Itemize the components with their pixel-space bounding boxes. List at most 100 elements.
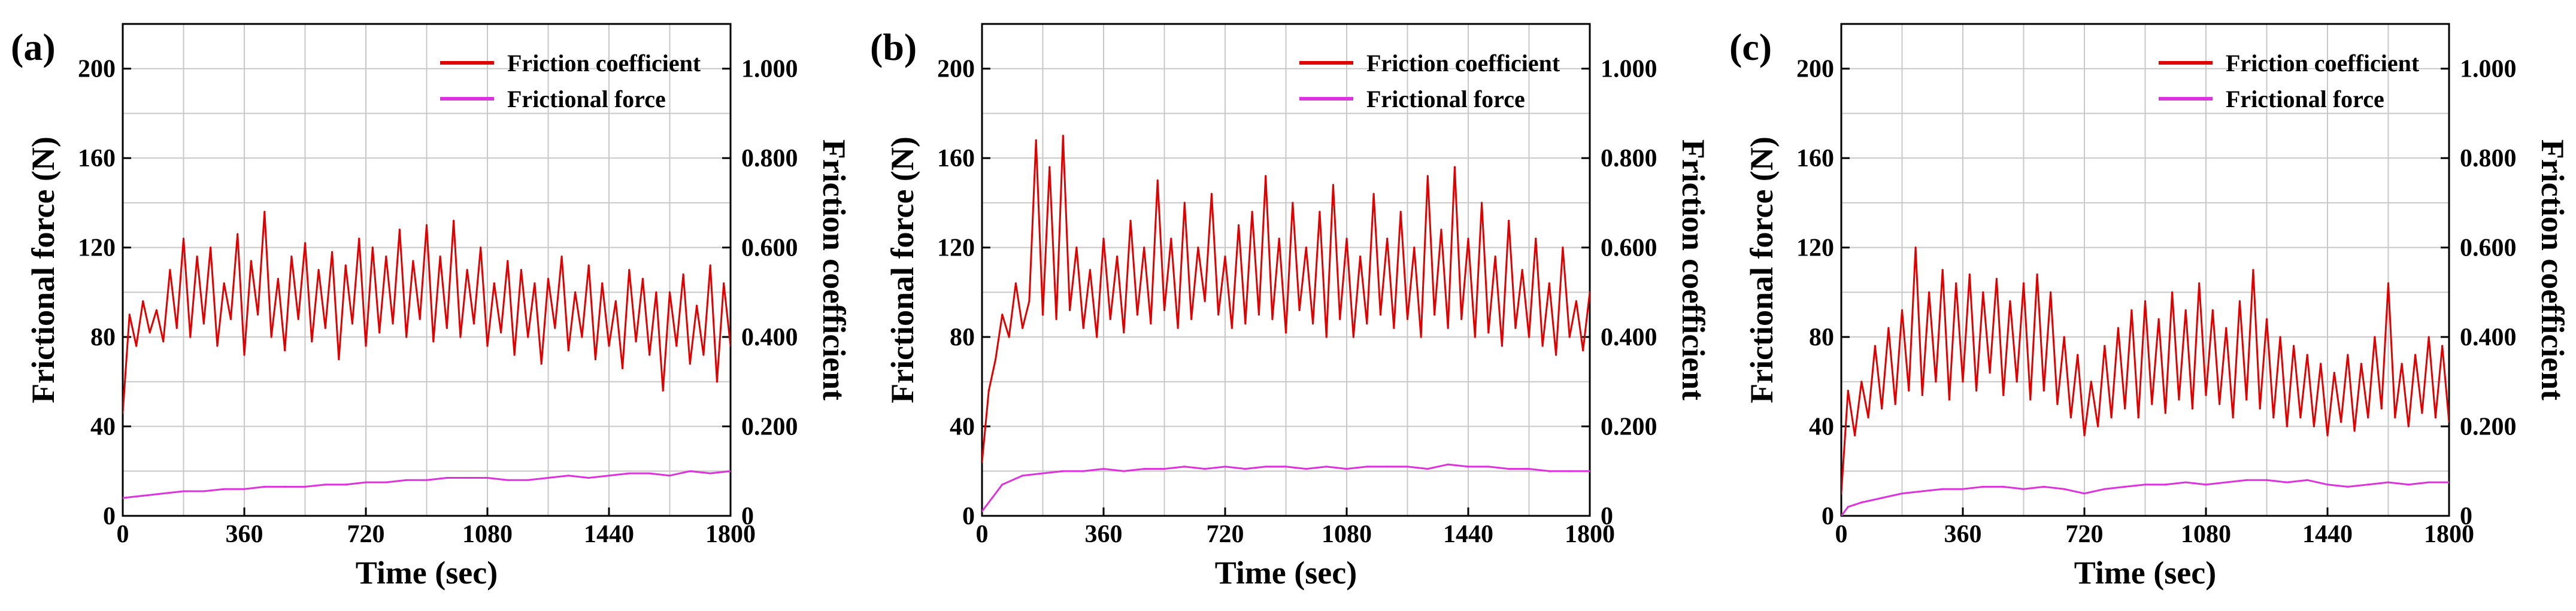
x-tick-label: 0: [1835, 521, 1848, 548]
friction-coefficient-point: [2387, 282, 2390, 284]
friction-coefficient-point: [995, 358, 997, 361]
frictional-force-point: [162, 493, 165, 495]
friction-coefficient-point: [1292, 202, 1294, 204]
friction-coefficient-point: [459, 336, 462, 338]
friction-coefficient-point: [2205, 394, 2207, 396]
friction-coefficient-point: [304, 242, 307, 244]
plot-frame: [981, 23, 1591, 517]
y2-tick-label: 0.400: [741, 324, 798, 351]
plot-frame: [122, 23, 732, 517]
y-tick-label: 120: [78, 235, 116, 262]
frictional-force-point: [1102, 467, 1105, 470]
friction-coefficient-point: [1995, 278, 1998, 280]
friction-coefficient-point: [1041, 314, 1044, 316]
friction-coefficient-point: [641, 278, 644, 280]
x-tick-label: 0: [117, 521, 129, 548]
frictional-force-point: [507, 479, 509, 481]
friction-coefficient-point: [344, 264, 347, 267]
friction-coefficient-point: [1955, 282, 1957, 284]
y-tick-label: 160: [1796, 145, 1834, 172]
friction-coefficient-point: [2232, 417, 2234, 419]
friction-coefficient-point: [2164, 412, 2166, 414]
friction-coefficient-point: [324, 327, 326, 329]
x-axis-title: Time (sec): [2074, 555, 2216, 591]
frictional-force-point: [486, 476, 489, 479]
frictional-force-point: [2326, 484, 2329, 486]
y2-tick-label: 1.000: [2460, 56, 2517, 83]
frictional-force-point: [1901, 493, 1904, 495]
friction-coefficient-point: [2340, 421, 2342, 423]
friction-coefficient-point: [2157, 318, 2160, 320]
friction-coefficient-point: [290, 256, 293, 258]
friction-coefficient-point: [2002, 394, 2005, 396]
y2-axis-title: Friction coefficient: [1675, 139, 1711, 400]
friction-coefficient-point: [439, 256, 441, 258]
y2-axis-title: Friction coefficient: [2535, 139, 2571, 400]
x-tick-label: 1440: [1443, 521, 1493, 548]
y2-tick-label: 1.000: [741, 56, 798, 83]
frictional-force-point: [1163, 467, 1166, 470]
friction-coefficient-point: [1312, 323, 1314, 325]
friction-coefficient-point: [331, 251, 334, 253]
y2-tick-label: 0.400: [1601, 324, 1657, 351]
friction-coefficient-point: [729, 345, 731, 347]
frictional-force-point: [608, 475, 610, 477]
x-tick-label: 1800: [1565, 521, 1615, 548]
friction-coefficient-point: [1914, 247, 1917, 249]
frictional-force-point: [2164, 484, 2166, 486]
friction-coefficient-point: [1345, 238, 1348, 240]
series-group: [123, 211, 731, 499]
frictional-force-point: [527, 479, 529, 481]
friction-coefficient-point: [1535, 238, 1537, 240]
friction-coefficient-point: [540, 363, 543, 365]
friction-coefficient-point: [1901, 309, 1904, 311]
y-tick-label: 120: [1796, 235, 1834, 262]
frictional-force-point: [1962, 488, 1964, 490]
friction-coefficient-point: [682, 273, 684, 276]
friction-coefficient-point: [2110, 417, 2113, 419]
frictional-force-point: [1224, 466, 1226, 468]
friction-coefficient-point: [135, 345, 138, 347]
friction-coefficient-point: [513, 354, 516, 356]
friction-coefficient-point: [2306, 354, 2308, 356]
frictional-force-point: [1284, 466, 1287, 468]
friction-coefficient-point: [1244, 323, 1247, 325]
friction-coefficient-point: [1481, 202, 1483, 204]
x-tick-label: 720: [2066, 521, 2104, 548]
friction-coefficient-point: [662, 390, 664, 392]
friction-coefficient-point: [1204, 300, 1206, 302]
friction-coefficient-point: [702, 354, 705, 356]
frictional-force-point: [2184, 481, 2187, 484]
friction-coefficient-point: [689, 363, 691, 365]
friction-coefficient-point: [1434, 314, 1436, 316]
frictional-force-point: [587, 476, 590, 479]
frictional-force-point: [1305, 467, 1307, 470]
friction-coefficient-point: [2077, 354, 2079, 356]
friction-coefficient-point: [1265, 175, 1267, 177]
friction-coefficient-point: [2083, 434, 2086, 437]
friction-coefficient-point: [1420, 336, 1422, 338]
frictional-force-point: [1001, 484, 1004, 486]
friction-coefficient-point: [2029, 399, 2032, 401]
friction-coefficient-point: [2326, 434, 2329, 437]
x-tick-label: 1080: [2181, 521, 2231, 548]
y2-axis-title: Friction coefficient: [816, 139, 852, 400]
frictional-force-point: [709, 472, 711, 475]
friction-coefficient-point: [601, 282, 604, 284]
friction-coefficient-point: [2022, 282, 2025, 284]
friction-coefficient-point: [2211, 309, 2214, 311]
friction-coefficient-point: [277, 278, 279, 280]
friction-coefficient-point: [1089, 269, 1091, 271]
friction-coefficient-point: [2036, 273, 2038, 276]
y-tick-label: 40: [90, 414, 116, 441]
friction-coefficient-point: [1001, 314, 1004, 316]
friction-coefficient-point: [1150, 323, 1152, 325]
friction-coefficient-point: [1257, 314, 1260, 316]
friction-coefficient-point: [2272, 417, 2275, 419]
friction-coefficient-point: [1968, 273, 1971, 276]
frictional-force-point: [182, 490, 185, 493]
y-tick-label: 160: [78, 145, 116, 172]
frictional-force-point: [2347, 485, 2349, 488]
friction-coefficient-point: [1224, 256, 1226, 258]
friction-coefficient-point: [2069, 417, 2072, 419]
